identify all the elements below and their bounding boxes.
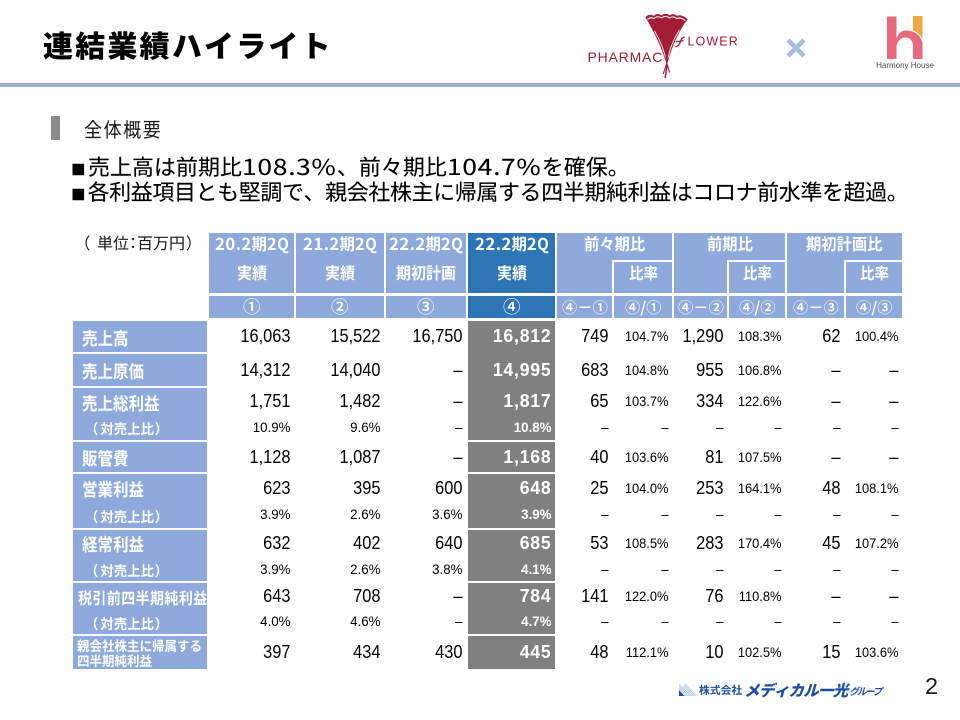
svg-text:LOWER: LOWER	[688, 35, 739, 49]
svg-text:PHARMAC: PHARMAC	[588, 49, 664, 65]
svg-text:Harmony House: Harmony House	[876, 61, 934, 70]
